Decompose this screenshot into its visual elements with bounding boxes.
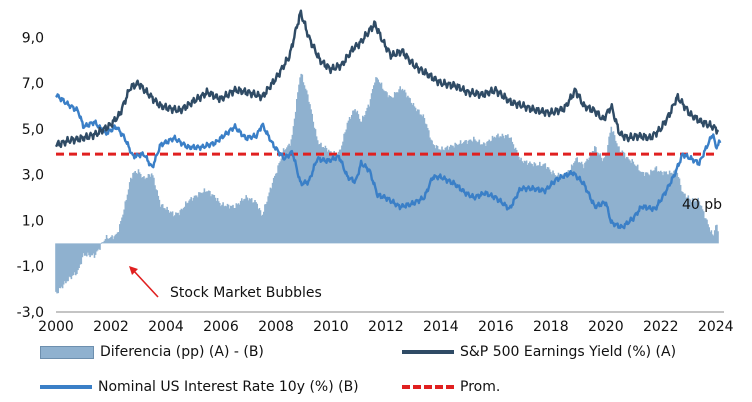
legend-swatch-rate: [40, 385, 92, 389]
difference-area-layer: [55, 73, 719, 294]
x-tick-label: 2006: [203, 319, 239, 335]
x-tick-labels: 2000 2002 2004 2006 2008 2010 2012 2014 2016 2018…: [38, 319, 733, 335]
legend-item-earnings-yield: S&P 500 Earnings Yield (%) (A): [402, 344, 676, 360]
rate-line: [55, 93, 722, 230]
y-tick-label: 7,0: [22, 76, 44, 92]
y-tick-label: -3,0: [17, 305, 44, 321]
x-tick-label: 2004: [148, 319, 184, 335]
earnings-yield-line-layer: [54, 9, 720, 149]
x-tick-label: 2020: [588, 319, 624, 335]
y-tick-label: -1,0: [17, 259, 44, 275]
legend-item-rate: Nominal US Interest Rate 10y (%) (B): [40, 379, 359, 395]
legend-label-average: Prom.: [460, 379, 501, 395]
x-tick-label: 2018: [533, 319, 569, 335]
difference-area: [55, 73, 719, 294]
x-tick-label: 2024: [698, 319, 734, 335]
legend-label-rate: Nominal US Interest Rate 10y (%) (B): [98, 379, 359, 395]
x-tick-label: 2002: [93, 319, 129, 335]
x-tick-label: 2014: [423, 319, 459, 335]
x-tick-label: 2008: [258, 319, 294, 335]
y-tick-label: 5,0: [22, 122, 44, 138]
legend-swatch-average: [402, 385, 454, 389]
legend-label-difference: Diferencia (pp) (A) - (B): [100, 344, 264, 360]
y-tick-labels: 9,0 7,0 5,0 3,0 1,0 -1,0 -3,0: [17, 30, 44, 321]
legend: Diferencia (pp) (A) - (B) S&P 500 Earnin…: [0, 336, 752, 402]
x-tick-label: 2016: [478, 319, 514, 335]
bubble-arrow-head: [129, 266, 138, 275]
x-tick-label: 2012: [368, 319, 404, 335]
y-tick-label: 3,0: [22, 168, 44, 184]
end-value-label: 40 pb: [682, 197, 722, 213]
legend-item-difference: Diferencia (pp) (A) - (B): [40, 344, 264, 360]
chart-canvas: 40 pb Stock Market Bubbles 9,0 7,0 5,0 3,0 1,…: [17, 9, 734, 335]
rate-line-layer: [55, 93, 722, 230]
legend-swatch-area: [40, 345, 94, 359]
y-tick-label: 9,0: [22, 30, 44, 46]
x-tick-label: 2000: [38, 319, 74, 335]
x-tick-label: 2022: [643, 319, 679, 335]
legend-label-earnings-yield: S&P 500 Earnings Yield (%) (A): [460, 344, 677, 360]
legend-item-average: Prom.: [402, 379, 500, 395]
earnings-yield-line: [54, 9, 720, 149]
annotation-layer: 40 pb Stock Market Bubbles: [129, 197, 722, 301]
legend-swatch-ey: [402, 350, 454, 354]
bubble-arrow: [132, 269, 159, 298]
bubble-label: Stock Market Bubbles: [170, 285, 322, 301]
y-tick-label: 1,0: [22, 213, 44, 229]
x-tick-label: 2010: [313, 319, 349, 335]
